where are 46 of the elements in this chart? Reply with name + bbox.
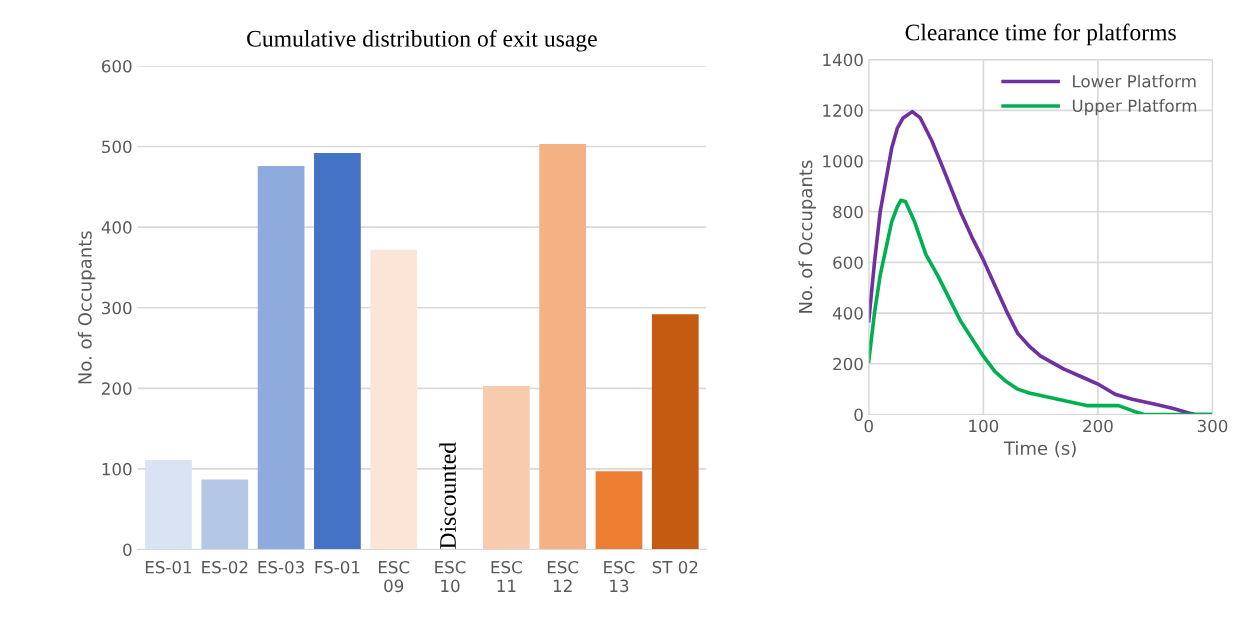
x-tick-label: 0 <box>864 419 873 433</box>
bar <box>370 249 418 550</box>
chart-title: Clearance time for platforms <box>905 23 1176 46</box>
y-tick-label: 300 <box>102 301 132 315</box>
bar <box>314 152 361 550</box>
y-tick-label: 1000 <box>823 155 863 168</box>
bar <box>539 144 587 550</box>
bar <box>257 165 305 550</box>
annotation: Discounted <box>439 442 456 549</box>
x-tick-label: 200 <box>1083 419 1113 433</box>
x-tick-label: ESC 12 <box>547 560 579 592</box>
y-tick-label: 200 <box>102 382 132 395</box>
y-tick-label: 600 <box>833 256 863 269</box>
y-tick-label: 1200 <box>823 104 863 117</box>
x-tick-label: ES-01 <box>145 560 192 574</box>
x-tick-label: FS-01 <box>315 560 360 574</box>
x-tick-label: ES-02 <box>202 560 248 574</box>
bar <box>145 460 192 550</box>
y-tick-label: 0 <box>854 408 863 422</box>
y-tick-label: 400 <box>832 307 863 320</box>
bar <box>651 314 699 550</box>
x-tick-label: ESC 10 <box>435 560 466 593</box>
y-tick-label: 400 <box>101 221 132 234</box>
chart-title: Cumulative distribution of exit usage <box>247 29 597 52</box>
bar <box>201 479 249 550</box>
x-tick-label: ESC 13 <box>604 560 635 593</box>
y-tick-label: 500 <box>102 140 132 154</box>
y-tick-label: 0 <box>123 543 132 557</box>
x-tick-label: 300 <box>1197 419 1228 433</box>
y-axis-title: No. of Occupants <box>798 160 816 313</box>
y-tick-label: 100 <box>102 462 132 476</box>
x-tick-label: 100 <box>969 419 999 433</box>
legend-label: Lower Platform <box>1073 74 1196 88</box>
y-tick-label: 1400 <box>823 53 863 67</box>
x-tick-label: ST 02 <box>652 560 698 574</box>
x-tick-label: ESC 11 <box>491 560 522 592</box>
y-tick-label: 200 <box>833 357 863 371</box>
x-tick-label: ESC 09 <box>378 560 410 593</box>
legend-label: Upper Platform <box>1072 99 1197 116</box>
x-axis-title: Time (s) <box>1003 441 1076 458</box>
y-tick-label: 600 <box>101 59 132 73</box>
bar <box>595 471 643 550</box>
y-tick-label: 800 <box>833 205 863 219</box>
y-axis-title: No. of Occupants <box>77 231 96 384</box>
bar <box>482 385 530 550</box>
x-tick-label: ES-03 <box>258 560 304 574</box>
